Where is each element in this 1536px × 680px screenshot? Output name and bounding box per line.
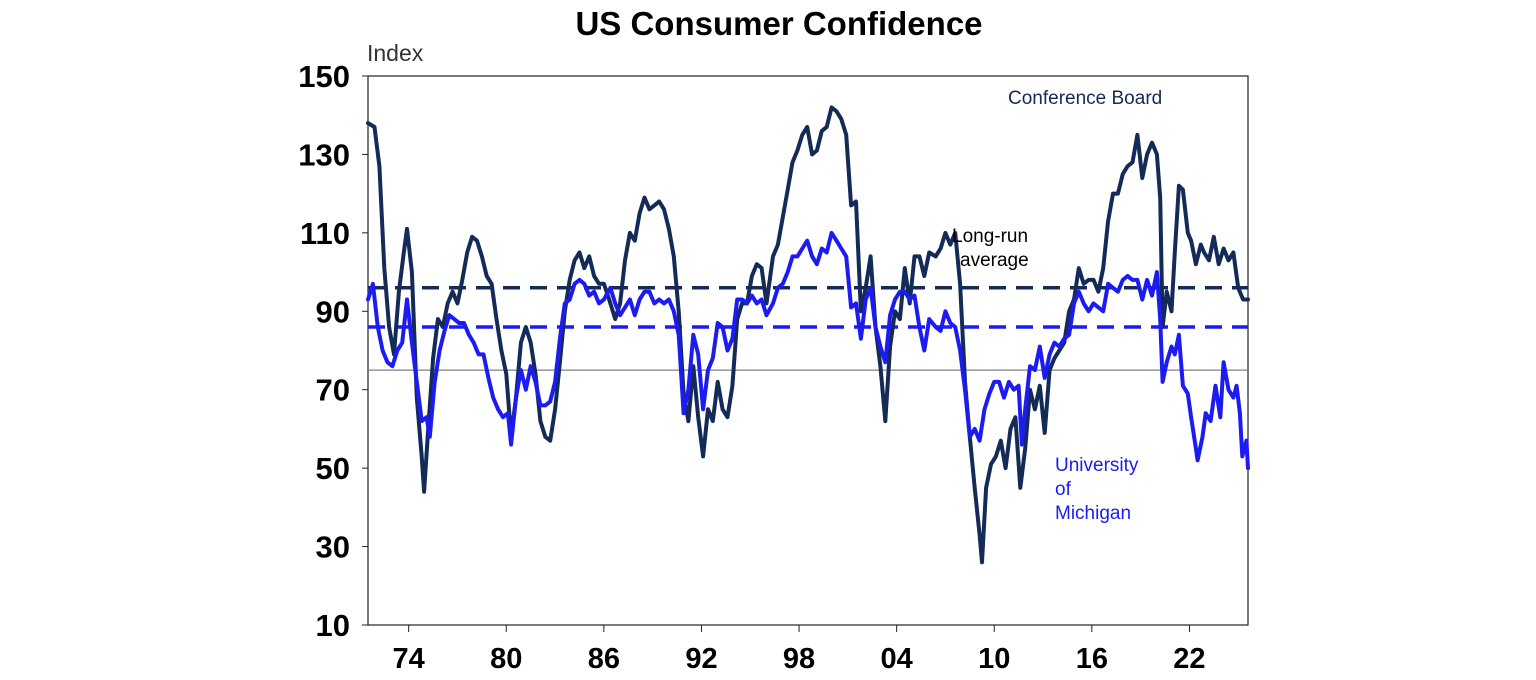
y-tick-label: 130 [298,137,350,172]
series-line-university-of-michigan [366,230,1250,471]
y-tick-label: 150 [298,59,350,94]
plot-area [367,75,1249,626]
university-of-michigan-label-line1: University [1055,455,1139,476]
x-tick-label: 74 [393,643,425,675]
long-run-average-label-line2: average [960,250,1029,271]
y-tick-label: 90 [316,294,350,329]
y-tick-label: 110 [300,216,350,251]
x-tick-label: 16 [1076,643,1108,675]
x-tick-label: 92 [685,643,717,675]
x-tick-label: 86 [588,643,620,675]
x-tick-label: 04 [881,643,913,675]
average-lines-layer [368,286,1248,329]
chart-title: US Consumer Confidence [575,5,982,42]
x-tick-label: 98 [783,643,815,675]
x-tick-label: 80 [490,643,522,675]
long-run-average-label-line1: Long-run [952,226,1028,247]
series-line-conference-board [366,105,1250,565]
y-tick-label: 10 [316,608,350,643]
series-layer [366,105,1250,565]
y-axis: 10 30 50 70 90 110 130 150 [298,59,368,643]
y-axis-unit-label: Index [367,40,424,66]
university-of-michigan-label-line2: of [1055,479,1072,500]
conference-board-label: Conference Board [1008,88,1162,109]
y-tick-label: 30 [316,530,350,565]
x-axis: 74 80 86 92 98 04 10 16 22 [393,625,1206,675]
x-tick-label: 22 [1173,643,1205,675]
y-tick-label: 50 [316,451,350,486]
university-of-michigan-label-line3: Michigan [1055,503,1131,524]
y-tick-label: 70 [316,373,350,408]
x-tick-label: 10 [978,643,1010,675]
